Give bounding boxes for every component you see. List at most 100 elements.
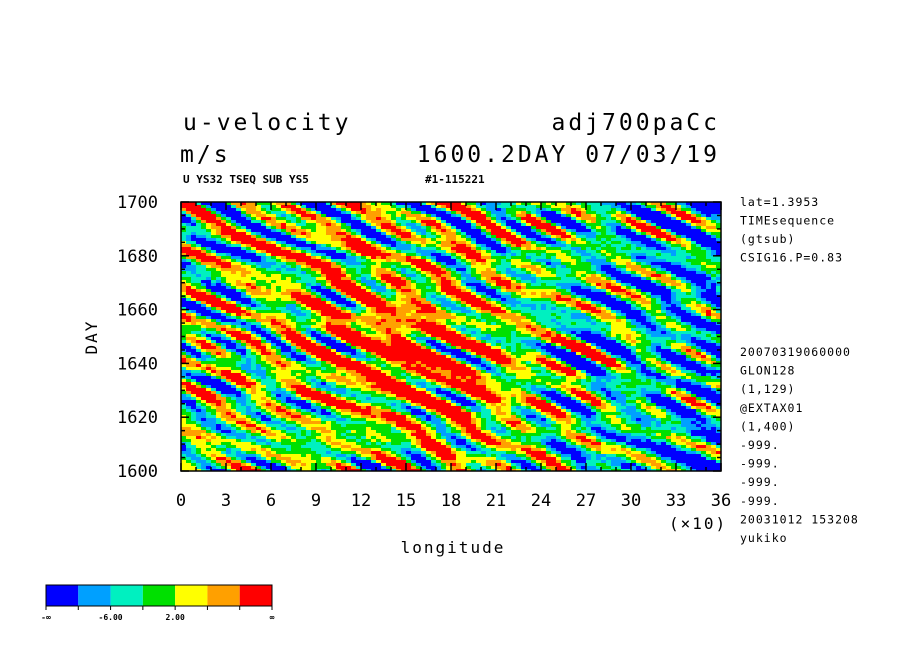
heatmap-cell [491,208,497,212]
heatmap-cell [661,217,667,221]
heatmap-cell [531,292,537,296]
heatmap-cell [486,256,492,260]
heatmap-cell [621,310,627,314]
heatmap-cell [431,316,437,320]
heatmap-cell [221,328,227,332]
heatmap-cell [576,301,582,305]
heatmap-cell [291,208,297,212]
heatmap-cell [361,268,367,272]
heatmap-cell [436,238,442,242]
heatmap-cell [281,250,287,254]
heatmap-cell [356,301,362,305]
heatmap-cell [491,271,497,275]
heatmap-cell [201,301,207,305]
heatmap-cell [481,289,487,293]
heatmap-cell [636,244,642,248]
heatmap-cell [191,292,197,296]
heatmap-cell [316,286,322,290]
heatmap-cell [481,205,487,209]
heatmap-cell [676,313,682,317]
heatmap-cell [636,331,642,335]
heatmap-cell [631,334,637,338]
heatmap-cell [301,226,307,230]
heatmap-cell [361,250,367,254]
heatmap-cell [661,262,667,266]
heatmap-cell [486,277,492,281]
heatmap-cell [241,301,247,305]
heatmap-cell [331,307,337,311]
heatmap-cell [691,226,697,230]
heatmap-cell [481,253,487,257]
heatmap-cell [206,286,212,290]
heatmap-cell [206,328,212,332]
heatmap-cell [706,283,712,287]
subtitle-left: U YS32 TSEQ SUB YS5 [183,173,309,186]
heatmap-cell [311,262,317,266]
heatmap-cell [381,235,387,239]
heatmap-cell [516,229,522,233]
heatmap-cell [516,328,522,332]
heatmap-cell [226,286,232,290]
heatmap-cell [581,337,587,341]
heatmap-cell [716,331,721,335]
heatmap-cell [681,316,687,320]
heatmap-cell [246,328,252,332]
heatmap-cell [526,292,532,296]
heatmap-cell [671,289,677,293]
heatmap-cell [661,301,667,305]
heatmap-cell [651,301,657,305]
heatmap-cell [701,262,707,266]
heatmap-cell [666,286,672,290]
heatmap-cell [281,235,287,239]
heatmap-cell [481,283,487,287]
heatmap-cell [291,235,297,239]
heatmap-cell [696,223,702,227]
heatmap-cell [596,265,602,269]
heatmap-cell [381,247,387,251]
heatmap-cell [636,232,642,236]
heatmap-cell [386,298,392,302]
heatmap-cell [501,208,507,212]
heatmap-cell [716,265,721,269]
heatmap-cell [491,214,497,218]
heatmap-cell [411,241,417,245]
heatmap-cell [546,289,552,293]
heatmap-cell [431,208,437,212]
heatmap-cell [446,334,452,338]
heatmap-cell [531,214,537,218]
heatmap-cell [236,331,242,335]
heatmap-cell [461,244,467,248]
heatmap-cell [341,223,347,227]
heatmap-cell [431,337,437,341]
heatmap-cell [711,316,717,320]
heatmap-cell [666,268,672,272]
heatmap-cell [551,229,557,233]
heatmap-cell [256,217,262,221]
heatmap-cell [456,244,462,248]
heatmap-cell [446,307,452,311]
heatmap-cell [396,220,402,224]
heatmap-cell [271,298,277,302]
heatmap-cell [436,289,442,293]
heatmap-cell [421,298,427,302]
heatmap-cell [576,313,582,317]
heatmap-cell [366,304,372,308]
heatmap-cell [181,238,187,242]
heatmap-cell [656,280,662,284]
heatmap-cell [426,235,432,239]
heatmap-cell [326,301,332,305]
heatmap-cell [366,307,372,311]
heatmap-cell [566,253,572,257]
heatmap-cell [286,289,292,293]
heatmap-cell [291,283,297,287]
heatmap-cell [601,325,607,329]
heatmap-cell [476,220,482,224]
heatmap-cell [221,304,227,308]
heatmap-cell [481,307,487,311]
heatmap-cell [386,241,392,245]
heatmap-cell [401,325,407,329]
heatmap-cell [431,328,437,332]
heatmap-cell [651,307,657,311]
heatmap-cell [551,265,557,269]
heatmap-cell [556,205,562,209]
